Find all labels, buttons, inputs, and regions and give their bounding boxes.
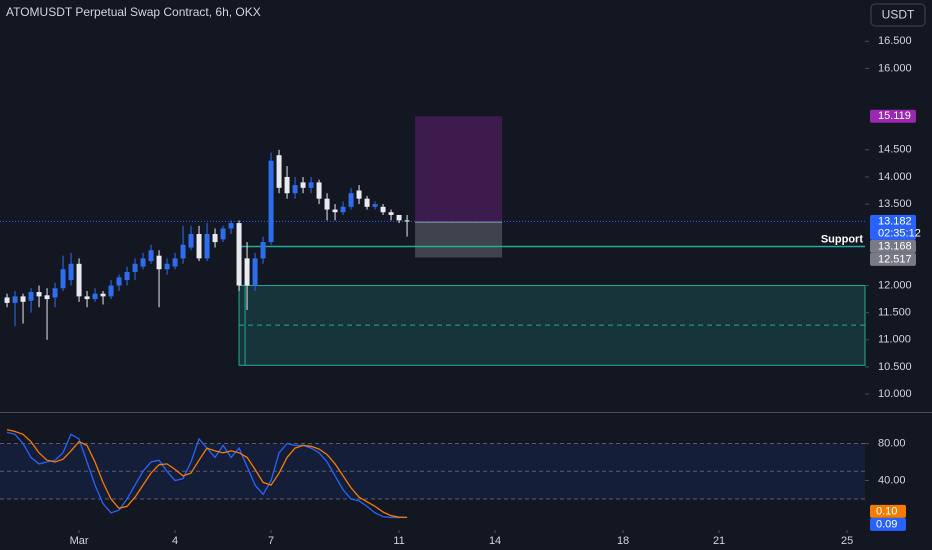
stoch-band: [0, 443, 865, 500]
price-label-bg: [870, 109, 916, 123]
price-label: 13.182: [878, 215, 912, 227]
candle-body: [188, 233, 194, 248]
candle-body: [332, 209, 338, 213]
candle-body: [404, 220, 410, 222]
y-tick-label: 12.000: [878, 279, 912, 291]
candle-body: [140, 258, 146, 267]
candle-body: [100, 293, 106, 297]
x-tick-label: 14: [489, 535, 501, 547]
y-tick-label: 16.500: [878, 35, 912, 47]
x-tick-label: 25: [841, 535, 853, 547]
chart-title: ATOMUSDT Perpetual Swap Contract, 6h, OK…: [6, 5, 261, 19]
target-box: [415, 116, 503, 223]
candle-body: [20, 296, 26, 302]
candle-body: [276, 155, 282, 188]
zone-box: [238, 285, 866, 366]
candle-body: [156, 255, 162, 270]
y-tick-label: 11.500: [878, 307, 911, 319]
price-label-bg: [870, 239, 916, 253]
currency-label[interactable]: USDT: [882, 8, 915, 22]
candle-body: [364, 198, 370, 207]
candle-body: [180, 244, 186, 259]
candle-body: [164, 263, 170, 270]
candle-body: [324, 198, 330, 210]
candle-body: [228, 223, 234, 229]
candle-body: [68, 263, 74, 281]
candle-body: [260, 242, 266, 259]
candle-body: [60, 269, 66, 289]
stop-box: [415, 222, 503, 258]
price-label: 15.119: [878, 110, 911, 122]
candle-body: [36, 292, 42, 297]
currency-button[interactable]: [870, 3, 926, 27]
candle-body: [212, 233, 218, 243]
y-tick-label: 11.000: [878, 334, 911, 346]
x-tick-label: 21: [713, 535, 725, 547]
candle-body: [12, 296, 18, 303]
candle-body: [308, 182, 314, 188]
x-tick-label: 4: [172, 535, 178, 547]
y-tick-label: 10.500: [878, 361, 912, 373]
stoch-label-bg: [870, 504, 906, 518]
candle-body: [108, 285, 114, 297]
candle-body: [388, 212, 394, 215]
candle-body: [348, 193, 354, 207]
candle-body: [372, 204, 378, 207]
y-tick-label: 13.500: [878, 198, 912, 210]
stoch-label-bg: [870, 517, 906, 531]
candle-body: [172, 258, 178, 267]
price-label: 12.517: [878, 253, 912, 265]
y-tick-label: 14.000: [878, 171, 912, 183]
candle-body: [84, 296, 90, 300]
x-tick-label: 18: [617, 535, 629, 547]
y-tick-label: 16.000: [878, 62, 912, 74]
stoch-line: [6, 428, 408, 519]
candle-body: [284, 176, 290, 194]
candle-body: [380, 206, 386, 213]
x-tick-label: 7: [268, 535, 274, 547]
stoch-label: 0.10: [876, 505, 897, 517]
candle-body: [396, 214, 402, 221]
x-tick-label: Mar: [70, 535, 89, 547]
candle-body: [76, 263, 82, 297]
y-tick-label: 14.500: [878, 144, 912, 156]
support-label: Support: [821, 233, 863, 245]
candle-body: [340, 206, 346, 213]
candle-body: [52, 288, 58, 298]
candle-body: [116, 277, 122, 286]
price-label-bg: [870, 214, 916, 240]
candle-body: [44, 295, 50, 300]
candle-body: [124, 271, 130, 281]
x-tick-label: 11: [393, 535, 404, 547]
candle-body: [92, 293, 98, 300]
y-tick-label: 10.000: [878, 388, 912, 400]
candle-body: [316, 182, 322, 199]
price-label: 13.168: [878, 240, 912, 252]
stoch-y-tick-label: 80.00: [878, 437, 906, 449]
candle-body: [244, 258, 250, 286]
price-label-bg: [870, 252, 916, 266]
candle-body: [300, 182, 306, 188]
stoch-label: 0.09: [876, 518, 897, 530]
candle-body: [204, 233, 210, 259]
stoch-y-tick-label: 40.00: [878, 474, 906, 486]
candle-body: [220, 228, 226, 240]
candle-body: [132, 263, 138, 272]
candle-body: [236, 223, 242, 286]
candle-body: [4, 297, 10, 303]
candle-body: [268, 160, 274, 243]
candle-body: [252, 258, 258, 286]
candle-body: [356, 190, 362, 199]
candle-body: [28, 292, 34, 301]
candle-body: [196, 233, 202, 259]
candle-body: [148, 250, 154, 262]
countdown-label: 02:35:12: [878, 227, 921, 239]
candle-body: [292, 185, 298, 194]
